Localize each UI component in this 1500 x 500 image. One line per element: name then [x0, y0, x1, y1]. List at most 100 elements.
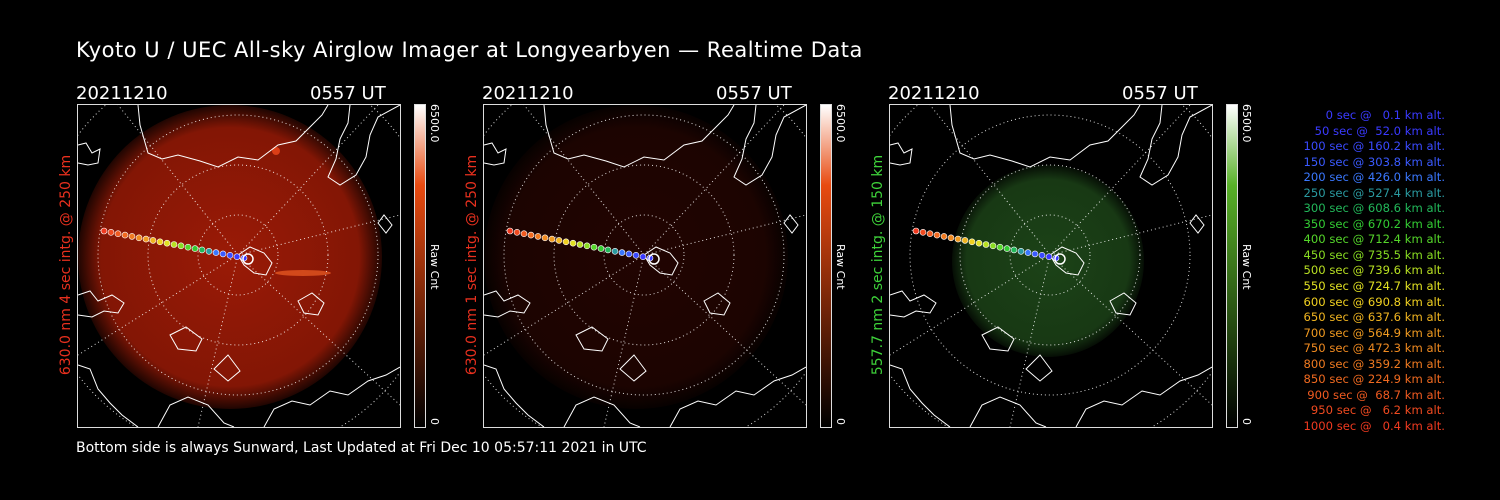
panel-2-allsky-image	[483, 104, 807, 428]
panel-1-time: 0557 UT	[310, 83, 386, 104]
legend-row: 400 sec @ 712.4 km alt.	[1303, 232, 1445, 247]
trajectory-point	[1024, 249, 1032, 256]
trajectory-point	[212, 249, 220, 256]
panel-1-date: 20211210	[76, 83, 168, 104]
trajectory-point	[1031, 250, 1039, 258]
trajectory-point	[562, 238, 570, 246]
trajectory-point	[1045, 253, 1053, 260]
trajectory-point	[625, 250, 633, 258]
trajectory-point	[947, 234, 955, 242]
panel-3-colorbar	[1226, 104, 1238, 428]
trajectory-point	[989, 242, 997, 250]
panel-3-colorbar-max: 6500.0	[1240, 104, 1253, 143]
trajectory-point	[583, 242, 591, 250]
trajectory-point	[527, 231, 535, 239]
trajectory-point	[940, 233, 948, 240]
trajectory-point	[996, 243, 1004, 251]
trajectory-point	[919, 229, 927, 236]
legend-row: 350 sec @ 670.2 km alt.	[1303, 216, 1445, 231]
legend-row: 500 sec @ 739.6 km alt.	[1303, 263, 1445, 278]
panel-2-colorbar-max: 6500.0	[834, 104, 847, 143]
panel-2-ylabel: 630.0 nm 1 sec intg. @ 250 km	[464, 154, 480, 376]
legend-row: 750 sec @ 472.3 km alt.	[1303, 341, 1445, 356]
trajectory-point	[618, 249, 626, 256]
trajectory-point	[520, 230, 528, 237]
trajectory-point	[1010, 246, 1018, 254]
trajectory-legend: 0 sec @ 0.1 km alt. 50 sec @ 52.0 km alt.…	[1265, 108, 1445, 434]
panel-2-date: 20211210	[482, 83, 574, 104]
panel-1-colorbar-max: 6500.0	[428, 104, 441, 143]
station-marker	[648, 253, 660, 265]
trajectory-point	[100, 227, 108, 235]
trajectory-point	[1003, 245, 1011, 252]
panel-3-date: 20211210	[888, 83, 980, 104]
trajectory-point	[107, 229, 115, 236]
legend-row: 800 sec @ 359.2 km alt.	[1303, 356, 1445, 371]
page-title: Kyoto U / UEC All-sky Airglow Imager at …	[76, 38, 863, 62]
legend-row: 650 sec @ 637.6 km alt.	[1303, 310, 1445, 325]
trajectory-point	[1017, 248, 1025, 255]
trajectory-point	[205, 248, 213, 255]
footer-note: Bottom side is always Sunward, Last Upda…	[76, 440, 647, 456]
legend-row: 700 sec @ 564.9 km alt.	[1303, 325, 1445, 340]
panel-2-colorbar-min: 0	[834, 418, 847, 425]
trajectory-point	[121, 231, 129, 239]
panel-1-allsky-image	[77, 104, 401, 428]
station-marker	[242, 253, 254, 265]
trajectory-point	[611, 248, 619, 255]
trajectory-point	[912, 227, 920, 235]
trajectory-point	[163, 239, 171, 247]
legend-row: 150 sec @ 303.8 km alt.	[1303, 154, 1445, 169]
legend-row: 300 sec @ 608.6 km alt.	[1303, 201, 1445, 216]
trajectory-point	[177, 242, 185, 250]
trajectory-point	[597, 245, 605, 252]
trajectory-point	[548, 235, 556, 243]
panel-1-colorbar-min: 0	[428, 418, 441, 425]
trajectory-point	[961, 237, 969, 244]
panel-1-colorbar-label: Raw Cnt	[428, 244, 441, 290]
panel-2-colorbar-label: Raw Cnt	[834, 244, 847, 290]
trajectory-point	[569, 239, 577, 247]
trajectory-point	[156, 238, 164, 246]
legend-row: 950 sec @ 6.2 km alt.	[1310, 403, 1445, 418]
legend-row: 850 sec @ 224.9 km alt.	[1303, 372, 1445, 387]
legend-row: 0 sec @ 0.1 km alt.	[1325, 108, 1445, 122]
trajectory-point	[506, 227, 514, 235]
trajectory-point	[982, 241, 990, 248]
trajectory-point	[114, 230, 122, 237]
trajectory-point	[968, 238, 976, 246]
panel-3-allsky-image	[889, 104, 1213, 428]
station-marker	[1054, 253, 1066, 265]
legend-row: 250 sec @ 527.4 km alt.	[1303, 185, 1445, 200]
panel-3-colorbar-min: 0	[1240, 418, 1253, 425]
trajectory-point	[184, 243, 192, 251]
trajectory-point	[590, 243, 598, 251]
trajectory-point	[233, 253, 241, 260]
trajectory-point	[541, 234, 549, 242]
trajectory-point	[576, 241, 584, 248]
trajectory-point	[513, 229, 521, 236]
legend-row: 900 sec @ 68.7 km alt.	[1307, 387, 1445, 402]
panel-3-colorbar-label: Raw Cnt	[1240, 244, 1253, 290]
trajectory-point	[226, 252, 234, 259]
trajectory-point	[191, 245, 199, 252]
trajectory-point	[135, 234, 143, 242]
trajectory-point	[1038, 252, 1046, 259]
trajectory-point	[639, 253, 647, 260]
panel-1-colorbar	[414, 104, 426, 428]
trajectory-point	[534, 233, 542, 240]
trajectory-point	[975, 239, 983, 247]
trajectory-point	[170, 241, 178, 248]
trajectory-point	[926, 230, 934, 237]
trajectory-point	[954, 235, 962, 243]
trajectory-point	[142, 235, 150, 243]
panel-3-time: 0557 UT	[1122, 83, 1198, 104]
legend-row: 200 sec @ 426.0 km alt.	[1303, 170, 1445, 185]
trajectory-point	[555, 237, 563, 244]
legend-row: 100 sec @ 160.2 km alt.	[1303, 139, 1445, 154]
trajectory-point	[128, 233, 136, 240]
legend-row: 50 sec @ 52.0 km alt.	[1314, 123, 1445, 138]
legend-row: 550 sec @ 724.7 km alt.	[1303, 279, 1445, 294]
legend-row: 600 sec @ 690.8 km alt.	[1303, 294, 1445, 309]
panel-2-colorbar	[820, 104, 832, 428]
